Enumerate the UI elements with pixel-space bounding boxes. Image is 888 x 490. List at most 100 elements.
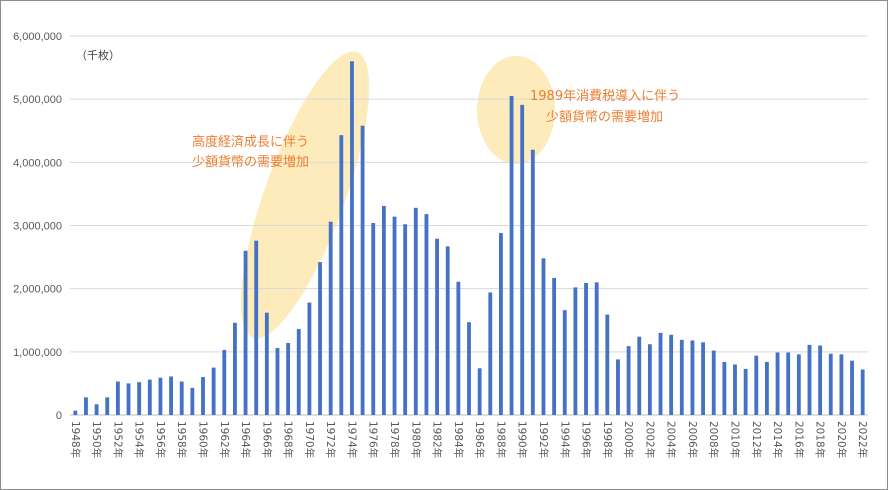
bar-1970年 bbox=[307, 302, 312, 415]
bar-2004年 bbox=[669, 334, 674, 415]
x-tick-label: 1978年 bbox=[388, 421, 401, 458]
x-tick-label: 2012年 bbox=[750, 421, 763, 458]
bar-2014年 bbox=[775, 352, 780, 415]
bar-1948年 bbox=[73, 410, 78, 415]
bar-1963年 bbox=[233, 322, 237, 415]
bar-1985年 bbox=[467, 322, 471, 415]
x-tick-label: 1960年 bbox=[197, 421, 210, 458]
bar-1991年 bbox=[530, 149, 535, 415]
bar-2017年 bbox=[807, 344, 812, 415]
x-tick-label: 2004年 bbox=[665, 421, 678, 458]
y-tick-label: 0 bbox=[56, 410, 62, 422]
bar-1957年 bbox=[169, 376, 173, 415]
x-tick-label: 2000年 bbox=[622, 421, 635, 458]
bar-1972年 bbox=[328, 221, 333, 415]
bar-2007年 bbox=[701, 342, 705, 415]
x-tick-label: 1980年 bbox=[409, 421, 422, 458]
x-tick-label: 2020年 bbox=[835, 421, 848, 458]
y-tick-label: 4,000,000 bbox=[13, 157, 62, 169]
x-tick-label: 1984年 bbox=[452, 421, 465, 458]
bar-1973年 bbox=[339, 135, 344, 415]
y-tick-label: 1,000,000 bbox=[13, 347, 62, 359]
bar-1950年 bbox=[94, 404, 99, 415]
x-tick-label: 1972年 bbox=[324, 421, 337, 458]
x-tick-label: 1964年 bbox=[239, 421, 252, 458]
bar-1989年 bbox=[509, 96, 514, 415]
y-tick-label: 3,000,000 bbox=[13, 221, 62, 233]
bar-1996年 bbox=[584, 282, 588, 415]
x-tick-label: 1990年 bbox=[516, 421, 529, 458]
x-tick-label: 1988年 bbox=[494, 421, 507, 458]
x-tick-label: 1968年 bbox=[282, 421, 295, 458]
bar-2020年 bbox=[839, 354, 844, 415]
bar-2015年 bbox=[786, 352, 791, 415]
bar-1974年 bbox=[350, 61, 354, 416]
bar-1983年 bbox=[445, 246, 450, 415]
x-tick-label: 2002年 bbox=[643, 421, 656, 458]
x-tick-label: 2016年 bbox=[792, 421, 805, 458]
bar-1953年 bbox=[126, 383, 131, 415]
y-axis: 0 1,000,000 2,000,000 3,000,000 4,000,000 5,0… bbox=[13, 31, 62, 422]
x-tick-label: 1956年 bbox=[154, 421, 167, 458]
x-tick-label: 2008年 bbox=[707, 421, 720, 458]
annotation-high-growth-line2: 少額貨幣の需要増加 bbox=[192, 154, 309, 170]
bar-2001年 bbox=[637, 336, 642, 415]
bar-2000年 bbox=[626, 346, 631, 415]
x-tick-label: 1996年 bbox=[580, 421, 593, 458]
bar-1975年 bbox=[360, 125, 365, 416]
bar-1981年 bbox=[424, 214, 429, 415]
bar-1956年 bbox=[158, 377, 163, 415]
bar-1952年 bbox=[115, 381, 120, 415]
bar-2002年 bbox=[647, 344, 652, 415]
bar-1988年 bbox=[499, 233, 503, 415]
bar-1979年 bbox=[403, 224, 408, 415]
bar-1954年 bbox=[137, 382, 142, 415]
bar-2006年 bbox=[690, 340, 695, 415]
bar-1958年 bbox=[179, 381, 184, 415]
x-tick-label: 2018年 bbox=[814, 421, 827, 458]
bar-1998年 bbox=[605, 314, 610, 415]
x-tick-label: 1976年 bbox=[367, 421, 380, 458]
bar-1968年 bbox=[286, 342, 291, 415]
x-tick-label: 2010年 bbox=[729, 421, 742, 458]
bar-2016年 bbox=[796, 354, 801, 415]
x-tick-label: 1950年 bbox=[90, 421, 103, 458]
bar-1949年 bbox=[84, 397, 88, 415]
x-tick-label: 1998年 bbox=[601, 421, 614, 458]
y-tick-label: 2,000,000 bbox=[13, 284, 62, 296]
bar-1987年 bbox=[488, 292, 493, 415]
bar-1959年 bbox=[190, 387, 195, 415]
bar-1977年 bbox=[381, 205, 386, 415]
y-tick-label: 6,000,000 bbox=[13, 31, 62, 43]
bar-2012年 bbox=[754, 355, 759, 415]
x-tick-label: 2006年 bbox=[686, 421, 699, 458]
bar-1980年 bbox=[413, 207, 418, 415]
y-tick-label: 5,000,000 bbox=[13, 94, 62, 106]
bar-2018年 bbox=[818, 345, 823, 415]
bar-2022年 bbox=[860, 369, 865, 415]
bar-1961年 bbox=[211, 367, 216, 415]
bar-1976年 bbox=[371, 222, 376, 415]
bar-2013年 bbox=[765, 361, 769, 415]
bar-1997年 bbox=[594, 282, 599, 415]
highlight-layer bbox=[240, 51, 555, 339]
highlight-ellipse-consumption-tax bbox=[477, 56, 555, 164]
bar-1955年 bbox=[147, 379, 152, 415]
bar-1982年 bbox=[435, 238, 439, 415]
x-tick-label: 1994年 bbox=[558, 421, 571, 458]
unit-label: （千枚） bbox=[76, 48, 120, 62]
bar-1994年 bbox=[562, 310, 567, 415]
bar-1960年 bbox=[201, 377, 205, 415]
bar-1966年 bbox=[264, 312, 269, 415]
bar-1962年 bbox=[222, 349, 227, 415]
annotation-high-growth-line1: 高度経済成長に伴う bbox=[192, 134, 309, 150]
bar-1964年 bbox=[243, 250, 248, 415]
bars bbox=[73, 61, 865, 416]
bar-1999年 bbox=[616, 359, 620, 415]
x-tick-label: 2014年 bbox=[771, 421, 784, 458]
bar-2008年 bbox=[711, 350, 716, 415]
bar-1971年 bbox=[318, 262, 322, 415]
x-tick-label: 1958年 bbox=[175, 421, 188, 458]
bar-1995年 bbox=[573, 287, 578, 415]
